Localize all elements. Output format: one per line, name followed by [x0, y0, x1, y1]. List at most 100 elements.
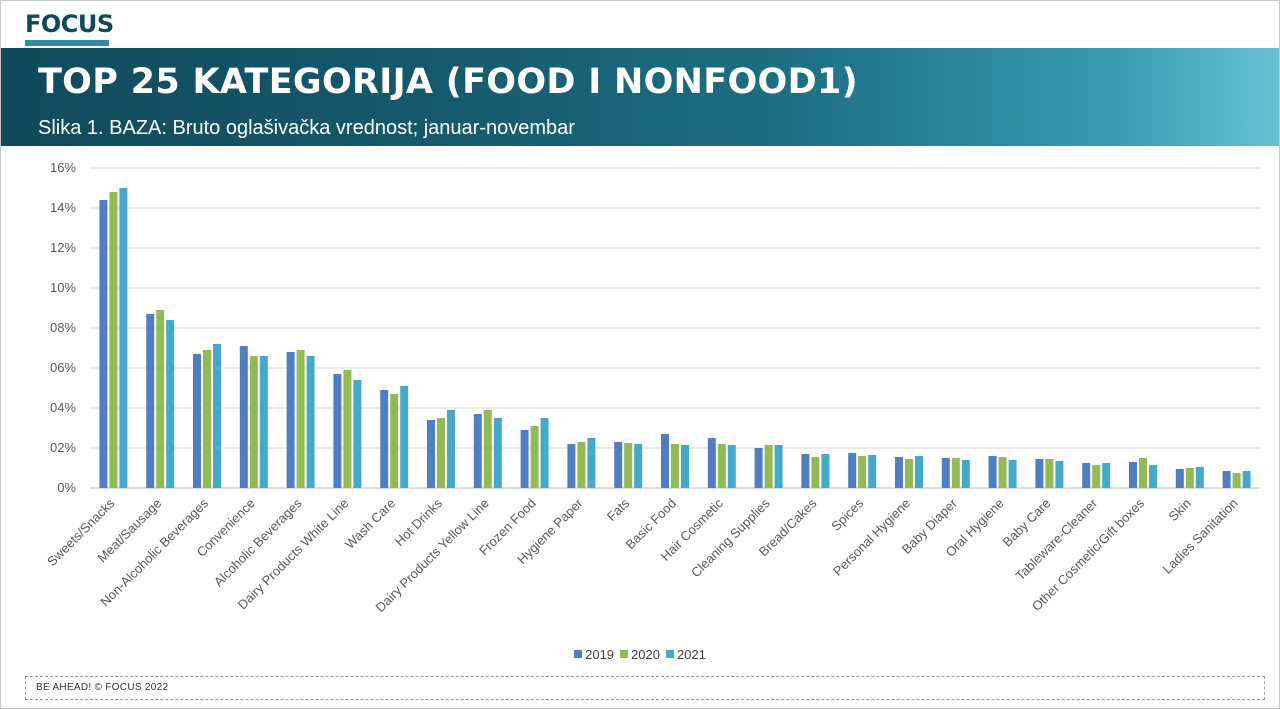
bar-2021 — [915, 456, 923, 488]
legend-swatch — [574, 650, 583, 658]
bar-2020 — [998, 457, 1007, 488]
bar-2020 — [109, 192, 118, 488]
bar-2021 — [353, 380, 362, 488]
bar-2019 — [1222, 471, 1231, 488]
bar-2021 — [1055, 461, 1064, 488]
bar-2021 — [1242, 471, 1251, 488]
bar-2021 — [821, 454, 830, 488]
bar-2020 — [249, 356, 258, 488]
bar-2019 — [520, 430, 529, 488]
y-tick-label: 04% — [50, 400, 76, 415]
bar-2020 — [1232, 473, 1241, 488]
legend-item-2019: 2019 — [574, 647, 614, 662]
bar-2019 — [754, 448, 763, 488]
bar-2019 — [239, 346, 248, 488]
bar-2021 — [587, 438, 596, 488]
bar-2020 — [1092, 465, 1101, 488]
bar-2019 — [99, 200, 108, 488]
bar-2021 — [259, 356, 268, 488]
y-tick-label: 12% — [50, 240, 76, 255]
bar-2020 — [1139, 458, 1147, 488]
bar-2020 — [951, 458, 960, 488]
bar-2019 — [333, 374, 342, 488]
chart-subtitle: Slika 1. BAZA: Bruto oglašivačka vrednos… — [38, 117, 575, 140]
y-tick-label: 16% — [50, 160, 76, 175]
bar-2019 — [661, 434, 669, 488]
bar-2019 — [848, 453, 857, 488]
bar-2021 — [306, 356, 315, 488]
bar-2021 — [868, 455, 877, 488]
title-banner — [1, 48, 1279, 146]
x-tick-label: Skin — [1165, 496, 1193, 524]
page-title: TOP 25 KATEGORIJA (FOOD I NONFOOD1) — [38, 62, 858, 102]
subtitle-text: BAZA: Bruto oglašivačka vrednost; januar… — [103, 117, 575, 139]
y-tick-label: 14% — [50, 200, 76, 215]
logo-underline — [25, 40, 109, 46]
bar-2020 — [483, 410, 492, 488]
bar-2019 — [895, 457, 903, 488]
x-tick-label: Spices — [828, 495, 867, 534]
bar-2020 — [764, 445, 773, 488]
legend-swatch — [620, 650, 629, 658]
bar-2020 — [530, 426, 539, 488]
subtitle-prefix: Slika 1. — [38, 117, 104, 139]
bar-2021 — [961, 460, 970, 488]
bar-2020 — [156, 310, 165, 488]
bar-2021 — [493, 418, 502, 488]
bar-2021 — [727, 445, 736, 488]
bar-2021 — [119, 188, 128, 488]
bar-2021 — [774, 445, 783, 488]
bar-2021 — [1102, 463, 1111, 488]
y-tick-label: 0% — [57, 480, 76, 495]
bar-2020 — [390, 394, 399, 488]
bar-2021 — [634, 444, 643, 488]
bar-2021 — [447, 410, 455, 488]
bar-2019 — [988, 456, 997, 488]
bar-2021 — [166, 320, 175, 488]
bar-2019 — [473, 414, 482, 488]
focus-logo: FOCUS — [15, 6, 117, 50]
y-tick-label: 08% — [50, 320, 76, 335]
bar-2019 — [707, 438, 716, 488]
bar-2019 — [427, 420, 435, 488]
bar-2019 — [380, 390, 389, 488]
bar-2019 — [1129, 462, 1137, 488]
bar-2021 — [400, 386, 409, 488]
logo-text: FOCUS — [25, 10, 114, 38]
bar-2020 — [203, 350, 211, 488]
legend-label: 2020 — [631, 646, 660, 662]
y-tick-label: 10% — [50, 280, 76, 295]
bar-2019 — [193, 354, 201, 488]
bar-2020 — [1185, 468, 1194, 488]
footer: BE AHEAD! © FOCUS 2022 — [25, 676, 1265, 700]
footer-text: BE AHEAD! © FOCUS 2022 — [36, 682, 169, 693]
x-tick-label: Alcoholic Beverages — [211, 495, 305, 589]
y-tick-label: 06% — [50, 360, 76, 375]
bar-2020 — [858, 456, 867, 488]
bar-2019 — [1175, 469, 1184, 488]
bar-2020 — [811, 457, 820, 488]
bar-2019 — [567, 444, 576, 488]
legend-label: 2021 — [676, 646, 706, 662]
bar-2021 — [1195, 467, 1204, 488]
bar-2020 — [577, 442, 586, 488]
bar-2020 — [671, 444, 679, 488]
bar-2019 — [941, 458, 950, 488]
bar-2019 — [1082, 463, 1091, 488]
x-tick-label: Wash Care — [342, 496, 398, 552]
bar-2021 — [540, 418, 549, 488]
legend-label: 2019 — [585, 646, 615, 662]
bar-2019 — [801, 454, 810, 488]
bar-2019 — [286, 352, 295, 488]
bar-2019 — [614, 442, 623, 488]
bar-2020 — [717, 444, 726, 488]
bar-2021 — [681, 445, 689, 488]
legend-item-2021: 2021 — [665, 646, 706, 662]
legend-swatch — [665, 650, 674, 658]
bar-chart: 0%02%04%06%08%10%12%14%16%Sweets/SnacksM… — [44, 160, 1260, 615]
bar-2020 — [1045, 459, 1054, 488]
x-tick-label: Fats — [604, 495, 633, 524]
chart-legend: 2019 2020 2021 — [0, 646, 1280, 662]
bar-2020 — [296, 350, 305, 488]
bar-2021 — [1008, 460, 1017, 488]
